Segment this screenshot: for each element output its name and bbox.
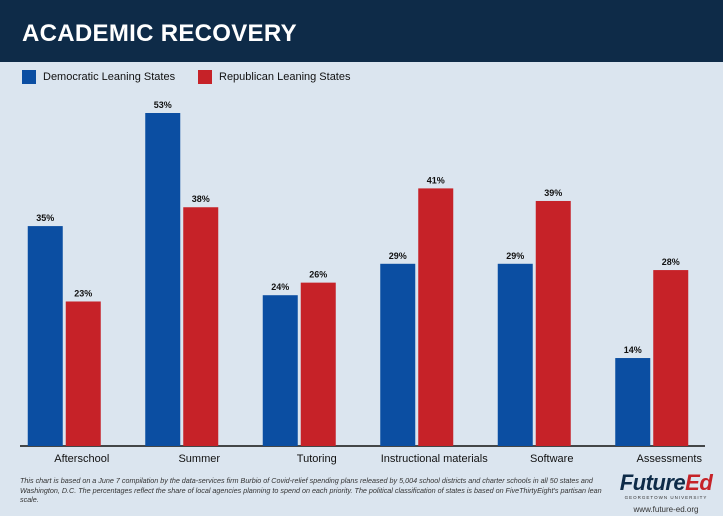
logo-subtitle: GEORGETOWN UNIVERSITY: [624, 495, 708, 500]
category-label-summer: Summer: [178, 453, 220, 465]
bar-democratic-afterschool: [27, 226, 63, 446]
bar-republican-instructional-materials: [418, 188, 454, 446]
logo-name-part1: Future: [619, 470, 686, 495]
data-label-republican-instructional-materials: 41%: [427, 175, 445, 185]
bar-republican-assessments: [653, 270, 689, 446]
footnote: This chart is based on a June 7 compilat…: [20, 476, 602, 505]
data-label-republican-summer: 38%: [192, 194, 210, 204]
logo-url: www.future-ed.org: [633, 505, 699, 514]
category-label-software: Software: [530, 453, 573, 465]
category-label-tutoring: Tutoring: [297, 453, 337, 465]
data-label-republican-assessments: 28%: [662, 257, 680, 267]
data-label-democratic-software: 29%: [506, 251, 524, 261]
bar-democratic-assessments: [615, 358, 651, 446]
data-label-democratic-tutoring: 24%: [271, 282, 289, 292]
data-label-democratic-afterschool: 35%: [36, 213, 54, 223]
bar-democratic-summer: [145, 113, 181, 446]
category-label-instructional-materials: Instructional materials: [381, 453, 488, 465]
legend-item-republican: Republican Leaning States: [198, 70, 350, 84]
futureed-logo: FutureEd GEORGETOWN UNIVERSITY www.futur…: [614, 470, 718, 514]
data-label-democratic-summer: 53%: [154, 100, 172, 110]
legend-label-republican: Republican Leaning States: [219, 71, 351, 83]
bar-democratic-tutoring: [262, 295, 298, 446]
bar-republican-summer: [183, 207, 219, 446]
bar-republican-afterschool: [65, 301, 101, 446]
data-label-republican-afterschool: 23%: [74, 288, 92, 298]
data-label-democratic-assessments: 14%: [624, 345, 642, 355]
logo-wordmark: FutureEd: [614, 470, 718, 496]
legend-item-democratic: Democratic Leaning States: [22, 70, 175, 84]
bar-democratic-software: [497, 263, 533, 446]
data-label-democratic-instructional-materials: 29%: [389, 251, 407, 261]
bar-republican-software: [535, 200, 571, 446]
chart-title: ACADEMIC RECOVERY: [22, 20, 297, 47]
legend-swatch-republican: [198, 70, 212, 84]
bar-democratic-instructional-materials: [380, 263, 416, 446]
category-label-afterschool: Afterschool: [54, 453, 109, 465]
header-banner: ACADEMIC RECOVERY: [0, 0, 723, 62]
category-label-assessments: Assessments: [637, 453, 703, 465]
bar-republican-tutoring: [300, 282, 336, 446]
data-label-republican-tutoring: 26%: [309, 270, 327, 280]
legend-swatch-democratic: [22, 70, 36, 84]
data-label-republican-software: 39%: [544, 188, 562, 198]
logo-name-part2: Ed: [685, 470, 713, 495]
legend-label-democratic: Democratic Leaning States: [43, 71, 176, 83]
